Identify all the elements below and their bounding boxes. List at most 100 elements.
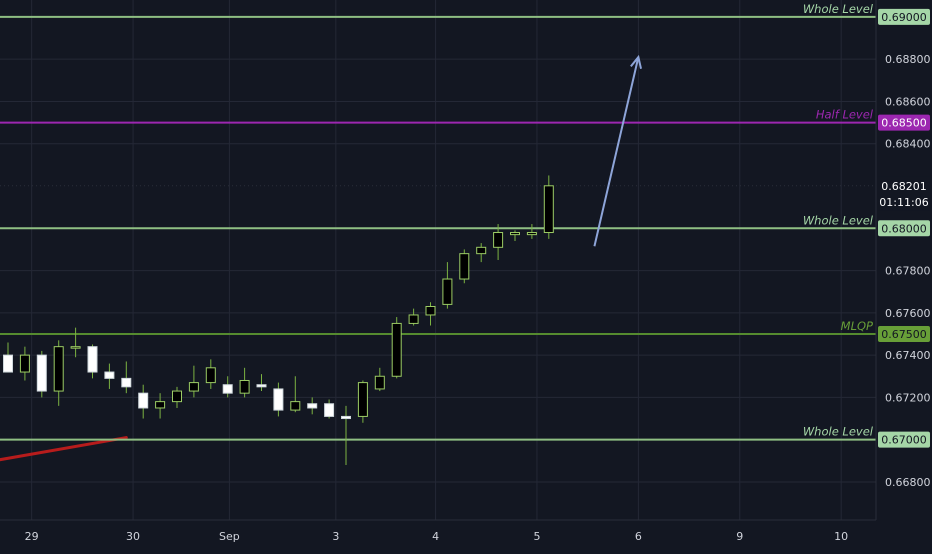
badge-background (878, 220, 930, 237)
candle-body (476, 246, 487, 255)
candle[interactable] (425, 302, 436, 326)
candle-body (425, 306, 436, 316)
candle[interactable] (188, 365, 199, 398)
candle-body (121, 377, 132, 388)
candle[interactable] (53, 340, 64, 406)
x-tick-label: 9 (736, 530, 743, 543)
candle[interactable] (121, 361, 132, 394)
badge-background (878, 325, 930, 342)
candle[interactable] (36, 350, 47, 398)
y-tick-label: 0.67400 (885, 349, 931, 362)
candle[interactable] (374, 367, 385, 392)
level-price-badge: 0.67500 (878, 325, 930, 342)
candle[interactable] (307, 397, 318, 415)
candle-body (19, 354, 30, 373)
current-price-value: 0.68201 (881, 180, 927, 193)
arrow-layer[interactable] (593, 54, 642, 247)
candle[interactable] (408, 308, 419, 326)
y-tick-label: 0.67200 (885, 391, 931, 404)
candle-body (70, 346, 81, 349)
candle[interactable] (442, 262, 453, 309)
badge-value: 0.68000 (881, 222, 927, 235)
candle-body (442, 278, 453, 305)
candle-body (188, 382, 199, 392)
candle-body (543, 185, 554, 234)
projection-arrow[interactable] (593, 56, 640, 247)
y-tick-label: 0.68800 (885, 53, 931, 66)
candle[interactable] (476, 243, 487, 263)
candle-body (510, 232, 520, 236)
levels-layer[interactable]: Whole Level Half Level Whole Level MLQP Whol… (0, 2, 876, 441)
current-price-badge: 0.68201 01:11:06 (878, 176, 930, 211)
candle-body (104, 371, 115, 379)
badge-value: 0.67500 (881, 328, 927, 341)
candle-body (324, 403, 335, 417)
candle-body (53, 346, 64, 392)
time-axis[interactable] (0, 520, 932, 550)
badge-value: 0.67000 (881, 434, 927, 447)
candle[interactable] (87, 344, 98, 379)
x-tick-label: 10 (834, 530, 848, 543)
candle-body (36, 354, 47, 392)
x-tick-label: 5 (533, 530, 540, 543)
candle[interactable] (256, 374, 267, 392)
candle[interactable] (239, 367, 250, 398)
candle[interactable] (19, 346, 30, 381)
candle-body (408, 314, 419, 324)
candle[interactable] (222, 376, 233, 398)
candle[interactable] (510, 230, 520, 241)
candle[interactable] (543, 175, 554, 239)
candle[interactable] (324, 399, 335, 419)
candle-body (526, 232, 537, 236)
candle[interactable] (70, 327, 81, 358)
badge-background (878, 114, 930, 131)
candle[interactable] (459, 249, 470, 284)
x-tick-label: 30 (126, 530, 140, 543)
y-tick-label: 0.66800 (885, 476, 931, 489)
candle-body (87, 346, 98, 373)
badge-background (878, 431, 930, 448)
candle[interactable] (155, 393, 166, 419)
candle-body (222, 384, 233, 394)
candle-body (341, 415, 351, 420)
candle[interactable] (357, 380, 368, 423)
badge-background (878, 8, 930, 25)
candle[interactable] (273, 382, 284, 417)
candle-body (459, 253, 470, 280)
candle[interactable] (493, 224, 504, 260)
red-trendline[interactable] (0, 436, 128, 462)
badge-value: 0.69000 (881, 11, 927, 24)
candle-body (239, 379, 250, 394)
candle[interactable] (526, 224, 537, 239)
level-label: MLQP (841, 319, 873, 333)
candle-body (155, 401, 166, 409)
trendline-layer[interactable] (0, 436, 128, 462)
level-price-badge: 0.67000 (878, 431, 930, 448)
x-tick-label: 29 (25, 530, 39, 543)
candle[interactable] (391, 317, 402, 379)
candle[interactable] (3, 342, 13, 373)
candle[interactable] (138, 384, 149, 419)
candle[interactable] (341, 405, 351, 466)
y-tick-label: 0.68400 (885, 138, 931, 151)
candles-layer[interactable] (3, 175, 554, 466)
level-label: Whole Level (803, 213, 874, 227)
candle[interactable] (104, 363, 115, 389)
time-axis-ticks: 29 30 Sep 3 4 5 6 9 10 (25, 530, 849, 543)
candle-body (290, 401, 301, 411)
candle[interactable] (172, 386, 182, 408)
x-tick-label: 4 (432, 530, 439, 543)
x-tick-label: 3 (332, 530, 339, 543)
level-label: Whole Level (803, 2, 874, 16)
candle-body (307, 403, 318, 409)
y-tick-label: 0.67800 (885, 265, 931, 278)
level-label: Half Level (816, 108, 874, 122)
candle[interactable] (205, 359, 216, 389)
candle-body (273, 388, 284, 411)
candle-body (357, 382, 368, 417)
candle-body (138, 392, 149, 409)
x-tick-label: Sep (219, 530, 240, 543)
candle[interactable] (290, 376, 301, 413)
